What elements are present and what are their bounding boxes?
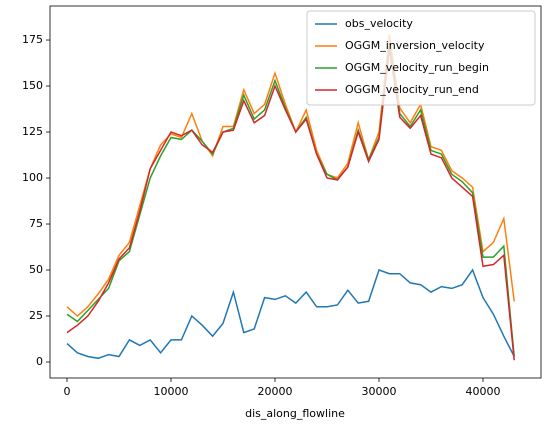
legend-label: OGGM_velocity_run_end (345, 83, 479, 96)
legend-box (306, 10, 536, 106)
y-tick-label: 150 (22, 79, 43, 92)
y-tick-label: 75 (29, 217, 43, 230)
x-tick-label: 10000 (154, 385, 189, 398)
y-tick-label: 0 (36, 355, 43, 368)
legend-label: obs_velocity (345, 17, 413, 30)
y-tick-label: 175 (22, 33, 43, 46)
x-tick-label: 0 (64, 385, 71, 398)
y-tick-label: 100 (22, 171, 43, 184)
y-tick-label: 125 (22, 125, 43, 138)
x-axis-label: dis_along_flowline (245, 407, 345, 420)
legend-label: OGGM_velocity_run_begin (345, 61, 489, 74)
legend-label: OGGM_inversion_velocity (345, 39, 485, 52)
series-line (66, 49, 515, 361)
plot-frame (49, 5, 542, 379)
y-tick-label: 25 (29, 309, 43, 322)
series-line (66, 268, 515, 360)
x-tick-label: 30000 (362, 385, 397, 398)
x-tick-label: 20000 (258, 385, 293, 398)
y-tick-label: 50 (29, 263, 43, 276)
x-tick-label: 40000 (465, 385, 500, 398)
